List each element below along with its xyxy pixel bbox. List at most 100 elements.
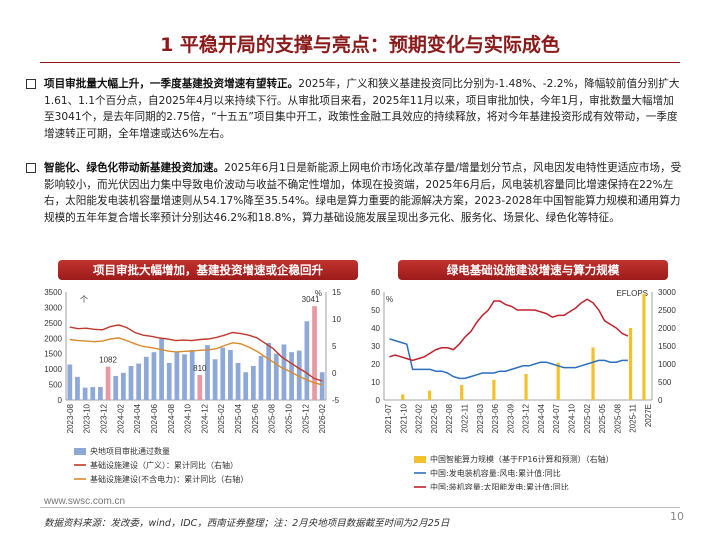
footer-rule xyxy=(40,507,680,508)
y-right-tick-label: 10 xyxy=(332,315,341,324)
y-left-tick-label: 0 xyxy=(58,396,63,405)
approval-bar xyxy=(197,375,203,400)
x-tick-label: 2023-03 xyxy=(476,403,485,433)
footer-url: www.swsc.com.cn xyxy=(44,496,126,507)
x-tick-label: 2024-06 xyxy=(150,403,159,433)
x-tick-label: 2024-04 xyxy=(133,403,142,433)
x-tick-label: 2024-07 xyxy=(552,403,561,433)
computing-power-bar xyxy=(492,379,496,400)
approval-bar xyxy=(228,350,233,400)
x-tick-label: 2025-02 xyxy=(217,403,226,433)
bar-annotation-label: 3041 xyxy=(302,295,320,304)
chart-green-power-computing: 0 10 20 30 40 50 60 0 500 1000 1500 2000 2500 3000% EF… xyxy=(371,288,676,490)
y-left-tick-label: 1500 xyxy=(44,350,62,359)
approval-bar xyxy=(182,354,187,400)
x-tick-label: 2024-10 xyxy=(568,403,577,433)
approval-bar xyxy=(312,306,317,400)
series-line-wind-capacity xyxy=(389,338,628,380)
legend-label: 基础设施建设（广义）：累计同比（右轴） xyxy=(90,460,238,470)
x-tick-label: 2025-05 xyxy=(598,403,607,433)
y-left-tick-label: 500 xyxy=(49,381,63,390)
x-tick-label: 2022-05 xyxy=(430,403,439,433)
y-left-tick-label: 3500 xyxy=(44,288,62,297)
approval-bar xyxy=(266,342,272,400)
approval-bar xyxy=(159,338,164,400)
approval-bar xyxy=(82,387,88,400)
approval-bar xyxy=(128,366,134,400)
y-right-tick-label: 3000 xyxy=(658,288,676,297)
x-tick-label: 2022-08 xyxy=(445,403,454,433)
y-left-tick-label: 0 xyxy=(376,396,381,405)
approval-bar xyxy=(319,372,325,400)
y-right-tick-label: 1000 xyxy=(658,360,676,369)
x-tick-label: 2022-02 xyxy=(415,403,424,433)
approval-bar xyxy=(90,387,96,400)
left-unit-label: 个 xyxy=(80,295,88,304)
computing-power-bar xyxy=(642,293,646,400)
right-unit-label: EFLOPS xyxy=(616,289,648,298)
bullet-square-icon xyxy=(26,79,36,89)
approval-bar xyxy=(258,355,264,400)
x-tick-label: 2023-12 xyxy=(522,403,531,433)
chart2-title-banner: 绿电基础设施建设增速与算力规模 xyxy=(398,260,668,280)
x-tick-label: 2021-07 xyxy=(384,403,393,433)
x-tick-label: 2025-10 xyxy=(285,403,294,433)
x-tick-label: 2024-10 xyxy=(184,403,193,433)
y-right-tick-label: 2500 xyxy=(658,306,676,315)
y-left-tick-label: 60 xyxy=(371,288,380,297)
y-left-tick-label: 10 xyxy=(371,378,380,387)
x-tick-label: 2025-12 xyxy=(301,403,310,433)
y-left-tick-label: 50 xyxy=(371,306,380,315)
y-left-tick-label: 2000 xyxy=(44,334,62,343)
x-tick-label: 2027E xyxy=(644,404,653,427)
paragraph-new-infra: 智能化、绿色化带动新基建投资加速。2025年6月1日是新能源上网电价市场化改革存… xyxy=(26,160,684,226)
x-tick-label: 2024-12 xyxy=(200,403,209,433)
chart-approvals-infra: 0 500 1000 1500 2000 2500 3000 3500 -5 0 5 10 15 个% 10… xyxy=(44,288,341,484)
legend-label: 中国:发电装机容量:风电:累计值:同比 xyxy=(430,468,561,478)
approval-bar xyxy=(105,366,111,400)
bar-annotation-label: 1082 xyxy=(99,356,117,365)
approval-bar xyxy=(281,344,287,400)
left-unit-label: % xyxy=(386,295,393,304)
source-note: 数据资料来源：发改委，wind，IDC，西南证券整理；注：2月央地项目数据截至时… xyxy=(44,518,450,529)
x-tick-label: 2024-02 xyxy=(116,403,125,433)
legend-swatch-bars xyxy=(414,456,426,463)
approval-bar xyxy=(166,362,172,400)
y-right-tick-label: 0 xyxy=(332,369,337,378)
computing-power-bar xyxy=(460,385,464,400)
computing-power-bar xyxy=(556,362,560,400)
legend-label: 基础设施建设(不含电力)：累计同比（右轴） xyxy=(90,474,248,484)
title-rule xyxy=(40,62,680,63)
approval-bar xyxy=(98,387,103,400)
computing-power-bar xyxy=(591,347,595,400)
approval-bar xyxy=(296,350,302,400)
approval-bar xyxy=(243,372,249,400)
legend-swatch-bars xyxy=(74,448,86,455)
approval-bar xyxy=(136,363,142,400)
legend-label: 中国:装机容量:太阳能发电:累计值:同比 xyxy=(430,482,569,490)
bar-annotation-label: 810 xyxy=(193,364,207,373)
x-tick-label: 2024-04 xyxy=(537,403,546,433)
y-left-tick-label: 20 xyxy=(371,360,380,369)
approval-bar xyxy=(289,352,294,400)
paragraph-body: 2025年6月1日是新能源上网电价市场化改革存量/增量划分节点，风电因发电特性更… xyxy=(44,162,682,224)
y-right-tick-label: 15 xyxy=(332,288,341,297)
x-tick-label: 2023-12 xyxy=(99,403,108,433)
series-line-infra-ex-power xyxy=(69,337,323,386)
approval-bar xyxy=(67,364,73,400)
computing-power-bar xyxy=(524,373,528,400)
approval-bar xyxy=(205,345,210,400)
x-tick-label: 2021-10 xyxy=(399,403,408,433)
bullet-square-icon xyxy=(26,163,36,173)
page-title: 1 平稳开局的支撑与亮点：预期变化与实际成色 xyxy=(160,34,560,56)
paragraph-approvals: 项目审批量大幅上升，一季度基建投资增速有望转正。2025年，广义和狭义基建投资同… xyxy=(26,76,684,142)
approval-bar xyxy=(273,353,279,400)
chart1-title-banner: 项目审批大幅增加，基建投资增速或企稳回升 xyxy=(58,260,358,280)
x-tick-label: 2025-02 xyxy=(583,403,592,433)
x-tick-label: 2025-06 xyxy=(251,403,260,433)
series-line-broad-infra xyxy=(69,324,323,382)
paragraph-body: 2025年，广义和狭义基建投资同比分别为-1.48%、-2.2%，降幅较前值分别… xyxy=(44,78,680,140)
series-line-solar-capacity xyxy=(389,298,629,362)
y-left-tick-label: 3000 xyxy=(44,303,62,312)
approval-bar xyxy=(304,321,310,400)
